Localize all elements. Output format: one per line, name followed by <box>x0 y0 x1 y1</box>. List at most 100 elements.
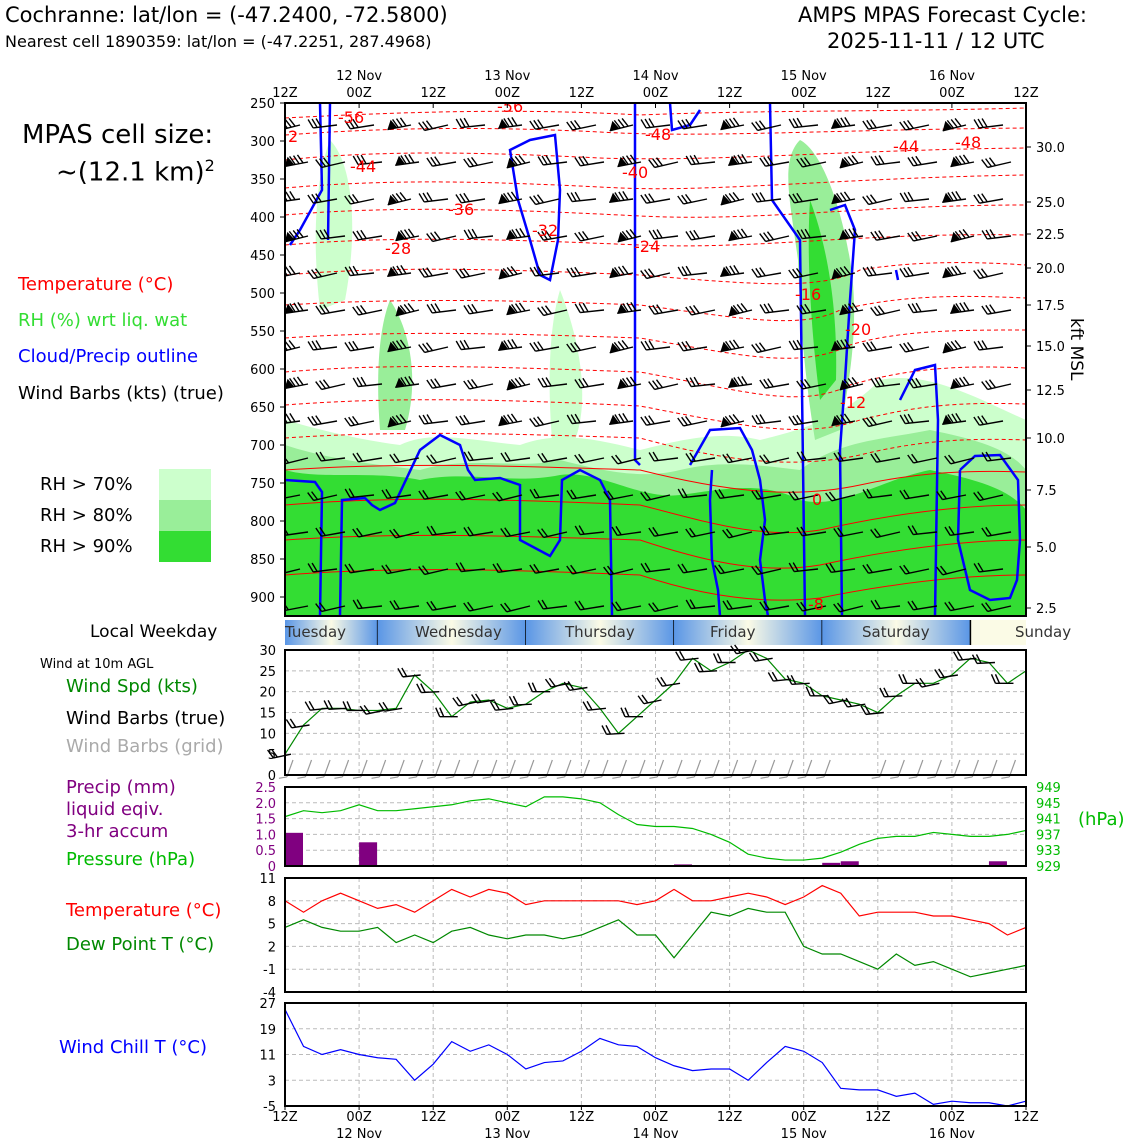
bottom-time-tick: 12Z <box>569 1110 595 1125</box>
wind-barb <box>566 564 597 575</box>
wind-barb <box>601 724 625 735</box>
wind-barb <box>315 379 346 391</box>
wind-barb <box>907 453 938 464</box>
bottom-date-label: 15 Nov <box>781 1127 827 1140</box>
wind-barb <box>981 526 1012 537</box>
windchill-label: Wind Chill T (°C) <box>59 1037 207 1058</box>
wind-barb <box>307 118 338 129</box>
wind-barb <box>500 527 531 538</box>
wind-barb <box>506 227 531 241</box>
wind-barb <box>899 413 930 425</box>
wind-barb-grid <box>982 759 998 779</box>
wind-barb <box>839 377 864 391</box>
wind-barb-grid <box>501 759 516 779</box>
wind-barb <box>574 525 605 536</box>
legend-rh80-swatch <box>159 500 211 531</box>
top-date-label: 16 Nov <box>929 69 975 84</box>
wind-barb <box>805 686 829 697</box>
wind-barb <box>870 452 901 463</box>
wind-barb <box>426 454 457 465</box>
cross-section-panel: -56 -56 -48 -48 -44 -44 -40 -36 -32 -28 … <box>285 103 1026 616</box>
wind-barb <box>796 451 827 462</box>
panel-frame <box>284 649 1027 776</box>
dewpoint-line <box>284 907 1027 978</box>
wind-barb <box>677 340 708 352</box>
top-time-tick: 00Z <box>939 86 965 101</box>
wind-barb <box>307 193 338 204</box>
wind-barb <box>378 701 403 712</box>
wind-barb <box>455 339 486 351</box>
wind-barb-grid <box>890 759 905 779</box>
wind-barb <box>788 192 819 204</box>
y-tick: 19 <box>259 1023 276 1038</box>
wind-barb <box>389 528 420 539</box>
wind-barb <box>648 229 679 240</box>
wind-barb <box>500 452 531 463</box>
wind-barb <box>566 413 597 425</box>
wind-panel-header: Wind at 10m AGL <box>40 657 154 672</box>
wind-barb <box>936 565 967 576</box>
wind-barb <box>899 564 930 575</box>
wind-speed-label: Wind Spd (kts) <box>66 676 198 697</box>
wind-barb <box>825 563 856 574</box>
panel-frame <box>284 877 1027 993</box>
wind-barb <box>685 154 716 166</box>
top-time-tick: 12Z <box>569 86 595 101</box>
wind-barb <box>759 156 790 167</box>
y2-tick: 933 <box>1036 844 1061 859</box>
temperature-line <box>284 884 1027 936</box>
wind-barb <box>315 451 346 462</box>
wind-barb <box>685 376 716 388</box>
top-time-tick: 00Z <box>791 86 817 101</box>
pressure-tick: 350 <box>250 173 275 188</box>
kft-tick: 10.0 <box>1036 432 1065 447</box>
precip-bar <box>285 832 303 866</box>
wind-barb <box>455 117 486 129</box>
windchill-panel: -5 3 11 19 27 <box>259 997 1027 1115</box>
wind-barb <box>728 228 753 242</box>
wind-barb <box>498 338 523 352</box>
wind-barb <box>714 489 745 500</box>
wind-barb <box>722 600 753 611</box>
y-tick: 11 <box>259 1049 276 1064</box>
wind-barb <box>870 155 901 166</box>
wind-barb <box>640 562 671 573</box>
contour-label: -16 <box>795 285 821 304</box>
wind-barb <box>315 304 346 315</box>
wind-barb <box>751 267 782 278</box>
pressure-label: Pressure (hPa) <box>66 849 196 870</box>
wind-barb <box>381 564 412 575</box>
y-tick: 2.0 <box>255 797 276 812</box>
wind-barb <box>870 528 901 539</box>
y-tick: 10 <box>259 727 276 742</box>
wind-barb <box>603 565 634 576</box>
wind-barb <box>492 491 523 502</box>
wind-barb <box>566 489 597 500</box>
wind-barb <box>506 155 531 169</box>
wind-barb <box>537 377 568 388</box>
wind-barb <box>677 415 708 427</box>
wind-barb <box>285 568 301 576</box>
wind-barb <box>950 229 975 243</box>
wind-barb <box>648 304 679 315</box>
kft-tick: 22.5 <box>1036 228 1065 243</box>
wind-barb-grid <box>612 759 628 779</box>
top-time-tick: 12Z <box>717 86 743 101</box>
wind-barb <box>498 116 523 130</box>
wind-barb <box>344 340 375 352</box>
wind-barb <box>574 155 605 167</box>
rh80-column-15nov <box>788 140 855 440</box>
wind-barb <box>506 377 531 391</box>
wind-barb <box>455 414 486 426</box>
wind-barb <box>862 194 893 206</box>
wind-barb <box>862 266 893 277</box>
weekday-segment <box>822 620 971 645</box>
top-time-tick: 12Z <box>1013 86 1039 101</box>
y-tick: 15 <box>259 707 276 722</box>
wind-barb <box>418 489 449 500</box>
pressure-tick: 250 <box>250 97 275 112</box>
wind-barb <box>609 118 634 132</box>
pressure-tick: 400 <box>250 211 275 226</box>
wind-barb-grid <box>575 759 590 779</box>
wind-barb <box>870 377 901 388</box>
